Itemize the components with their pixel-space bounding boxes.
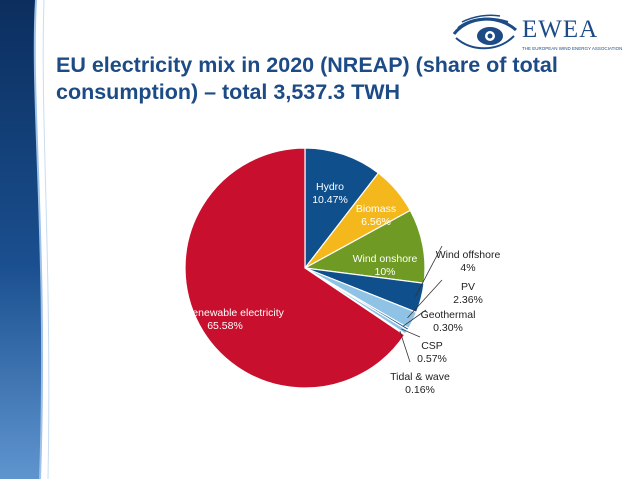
pie-slice-wind-onshore	[303, 209, 426, 284]
slice-value-geothermal: 0.30%	[433, 322, 463, 334]
slice-value-non-renewable-electricity: 65.58%	[207, 320, 243, 332]
leader-line-wind-offshore	[415, 245, 443, 297]
slice-label-geothermal: Geothermal	[421, 309, 476, 321]
slice-value-wind-onshore: 10%	[374, 266, 395, 278]
leader-line-csp	[401, 328, 421, 338]
left-decorative-band	[0, 0, 50, 479]
pie-slice-hydro	[304, 147, 380, 270]
ewea-logo: EWEA THE EUROPEAN WIND ENERGY ASSOCIATIO…	[450, 10, 630, 56]
slice-label-wind-onshore: Wind onshore	[353, 253, 418, 265]
leader-line-geothermal	[402, 309, 427, 327]
slice-label-biomass: Biomass	[356, 203, 396, 215]
leader-line-pv	[407, 279, 443, 319]
slice-label-tidal-wave: Tidal & wave	[390, 371, 450, 383]
logo-wordmark: EWEA	[522, 16, 599, 43]
slice-label-pv: PV	[461, 281, 475, 293]
slice-value-wind-offshore: 4%	[460, 262, 475, 274]
leader-line-tidal-wave	[399, 331, 411, 363]
pie-slice-non-renewable-electricity	[184, 147, 406, 389]
slice-label-hydro: Hydro	[316, 181, 344, 193]
slice-value-pv: 2.36%	[453, 294, 483, 306]
slice-label-wind-offshore: Wind offshore	[436, 249, 501, 261]
slice-label-csp: CSP	[421, 340, 443, 352]
slice-value-hydro: 10.47%	[312, 194, 348, 206]
logo-subtitle: THE EUROPEAN WIND ENERGY ASSOCIATION	[522, 46, 623, 51]
slice-value-csp: 0.57%	[417, 353, 447, 365]
leader-lines	[399, 245, 443, 363]
slice-value-biomass: 6.56%	[361, 216, 391, 228]
slice-label-non-renewable-electricity: Non-renewable electricity	[166, 307, 285, 319]
slide-title: EU electricity mix in 2020 (NREAP) (shar…	[56, 53, 558, 104]
pie-slices	[184, 147, 426, 389]
eye-icon	[452, 14, 517, 50]
slice-value-tidal-wave: 0.16%	[405, 384, 435, 396]
